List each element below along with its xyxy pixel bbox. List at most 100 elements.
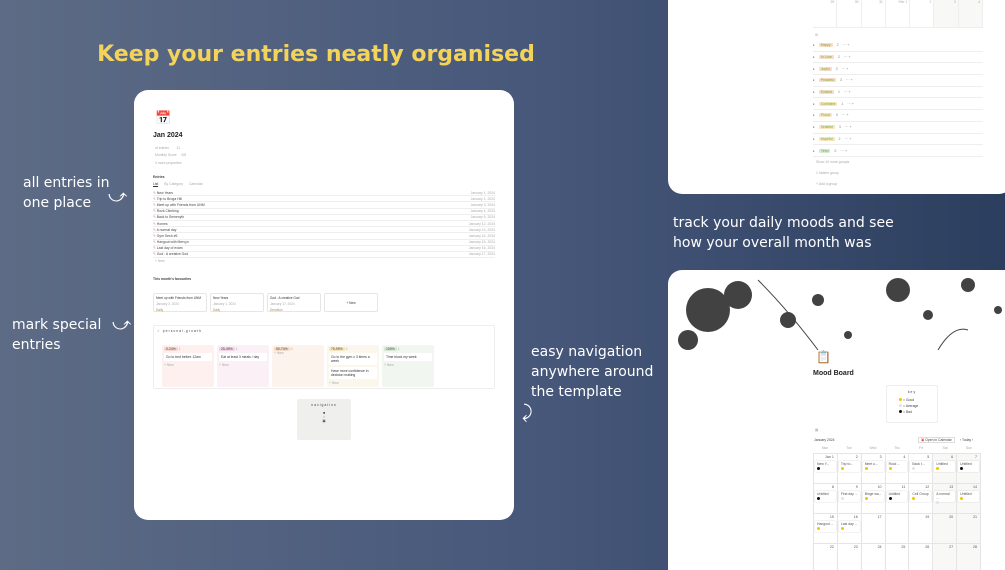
table-row[interactable]: ✎ Gym Sesh #6 January 14, 2024 [153, 233, 495, 240]
entry-name[interactable]: ✎ Meet up with Friends from UNM [153, 202, 205, 207]
calendar-day-cell[interactable]: 8 Untitled [814, 484, 838, 514]
calendar-day-cell[interactable]: 6 Untitled [933, 454, 958, 484]
calendar-event[interactable]: New Y... [815, 461, 836, 472]
calendar-day-cell[interactable]: 16 Last day ... [837, 514, 862, 544]
mood-group[interactable]: ▸ Excited 1 ··· + [813, 87, 983, 99]
calendar-event[interactable]: Untitled [886, 491, 908, 502]
new-card-button[interactable]: + New [274, 351, 284, 355]
calendar-event[interactable]: Rock ... [886, 461, 908, 472]
group-actions[interactable]: ··· + [847, 101, 855, 106]
group-actions[interactable]: ··· + [846, 78, 853, 83]
caret-icon[interactable]: ▸ [813, 43, 815, 48]
group-actions[interactable]: ··· + [843, 55, 851, 60]
group-actions[interactable]: ··· + [843, 90, 851, 95]
tab-list[interactable]: List [153, 182, 159, 187]
calendar-event[interactable]: Meet u... [862, 461, 884, 472]
calendar-day-cell[interactable]: 12 Cell Group [909, 484, 934, 514]
nav-calendar-icon[interactable]: ▣ [322, 419, 326, 423]
calendar-event[interactable]: A normal ... [934, 491, 956, 504]
calendar-day-cell[interactable]: 29 [813, 0, 838, 28]
group-actions[interactable]: ··· + [844, 125, 852, 130]
table-row[interactable]: ✎ God : A creative God January 17, 2024 [153, 252, 495, 259]
mood-group[interactable]: ▸ In Love 2 ··· + [813, 52, 983, 64]
hidden-group[interactable]: 1 hidden group [816, 171, 839, 175]
group-actions[interactable]: ··· + [840, 148, 848, 153]
caret-icon[interactable]: ▸ [813, 125, 815, 130]
group-actions[interactable]: ··· + [842, 43, 850, 48]
calendar-event[interactable]: Trip to... [838, 461, 860, 472]
calendar-day-cell[interactable]: 23 [838, 544, 862, 570]
calendar-day-cell[interactable]: 24 [862, 544, 886, 570]
mood-group[interactable]: ▸ Happy 2 ··· + [813, 40, 983, 52]
calendar-day-cell[interactable]: 26 [909, 544, 934, 570]
growth-card[interactable]: Eat at least 3 meals / day [219, 353, 267, 361]
calendar-event[interactable]: Cell Group [910, 491, 932, 502]
new-card-button[interactable]: + New [164, 363, 174, 367]
calendar-day-cell[interactable]: Jan 1 New Y... [814, 454, 838, 484]
calendar-event[interactable]: Untitled [815, 491, 836, 502]
calendar-day-cell[interactable]: 21 [957, 514, 981, 544]
mood-group[interactable]: ▸ Peaceful 3 ··· + [813, 75, 983, 87]
growth-card[interactable]: Have more confidence in decision making [329, 367, 377, 379]
new-card-button[interactable]: + New [219, 363, 229, 367]
calendar-day-cell[interactable]: 15 Hangout ... [814, 514, 838, 544]
calendar-day-cell[interactable]: 17 [861, 514, 886, 544]
table-row[interactable]: ✎ Meet up with Friends from UNM January 3… [153, 202, 495, 209]
entry-name[interactable]: ✎ Gym Sesh #6 [153, 233, 178, 238]
entry-name[interactable]: ✎ Last day of exam [153, 246, 183, 251]
calendar-day-cell[interactable]: 4 Rock ... [885, 454, 910, 484]
favourite-card[interactable]: New Years January 1, 2024 Daily [210, 293, 264, 312]
calendar-day-cell[interactable]: 14 Untitled [957, 484, 981, 514]
calendar-day-cell[interactable]: 4 [958, 0, 983, 28]
favourite-card[interactable]: Meet up with Friends from UNM January 3, … [153, 293, 207, 312]
caret-icon[interactable]: ▸ [813, 136, 815, 141]
calendar-day-cell[interactable]: 28 [957, 544, 981, 570]
table-row[interactable]: ✎ Last day of exam January 16, 2024 [153, 246, 495, 252]
mood-group[interactable]: ▸ Hopeful 2 ··· + [813, 134, 983, 146]
table-row[interactable]: ✎ New Years January 1, 2024 [153, 190, 495, 197]
caret-icon[interactable]: ▸ [813, 66, 815, 71]
calendar-event[interactable]: Back t... [910, 461, 932, 472]
calendar-day-cell[interactable]: 3 [934, 0, 959, 28]
calendar-day-cell[interactable]: 7 Untitled [957, 454, 981, 484]
calendar-day-cell[interactable]: 13 A normal ... [933, 484, 958, 514]
mood-group[interactable]: ▸ Proud 0 ··· + [813, 110, 983, 122]
calendar-view-icon[interactable]: ▦ [815, 428, 819, 432]
calendar-event[interactable]: Untitled [958, 491, 979, 502]
new-card-button[interactable]: + New [384, 363, 394, 367]
growth-card[interactable]: Go to the gym x 3 times a week [329, 353, 377, 365]
calendar-event[interactable]: Last day ... [838, 521, 860, 532]
new-entry-button[interactable]: + New [155, 259, 165, 263]
mood-group[interactable]: ▸ Tired 0 ··· + [813, 145, 983, 157]
calendar-day-cell[interactable]: 25 [886, 544, 910, 570]
entry-name[interactable]: ✎ Rock Climbing [153, 209, 179, 214]
tab-by-category[interactable]: By Category [164, 182, 183, 186]
nav-growth-icon[interactable]: ✓ [322, 415, 326, 419]
entry-name[interactable]: ✎ Hangout with Mervyn [153, 240, 189, 245]
table-row[interactable]: ✎ Back to Semenyih January 5, 2024 [153, 215, 495, 221]
calendar-event[interactable]: Hangout ... [815, 521, 836, 532]
table-row[interactable]: ✎ Homes January 12, 2024 [153, 221, 495, 228]
more-properties[interactable]: 3 more properties [155, 161, 182, 165]
calendar-day-cell[interactable]: 2 [910, 0, 935, 28]
calendar-day-cell[interactable]: 5 Back t... [909, 454, 934, 484]
board-view-icon[interactable]: ⊞ [815, 33, 818, 37]
caret-icon[interactable]: ▸ [813, 90, 815, 95]
caret-icon[interactable]: ▸ [813, 101, 815, 106]
entry-name[interactable]: ✎ Homes [153, 221, 168, 226]
calendar-day-cell[interactable]: 10 Binge wa... [861, 484, 886, 514]
table-row[interactable]: ✎ Rock Climbing January 4, 2024 [153, 209, 495, 215]
nav-home-icon[interactable]: ■ [322, 411, 326, 415]
group-actions[interactable]: ··· + [844, 136, 852, 141]
table-row[interactable]: ✎ Trip to Broga Hill January 2, 2024 [153, 196, 495, 203]
calendar-day-cell[interactable]: 22 [814, 544, 838, 570]
new-favourite-button[interactable]: + New [324, 293, 378, 312]
show-more-groups[interactable]: Show 10 more groups [816, 160, 850, 164]
calendar-day-cell[interactable]: 9 First day ... [837, 484, 862, 514]
new-card-button[interactable]: + New [329, 381, 339, 385]
open-in-calendar-button[interactable]: ▣ Open in Calendar [918, 437, 955, 443]
growth-card[interactable]: Time block my week [384, 353, 432, 361]
calendar-day-cell[interactable]: 27 [933, 544, 958, 570]
entry-name[interactable]: ✎ Back to Semenyih [153, 215, 185, 220]
calendar-day-cell[interactable]: 20 [933, 514, 958, 544]
